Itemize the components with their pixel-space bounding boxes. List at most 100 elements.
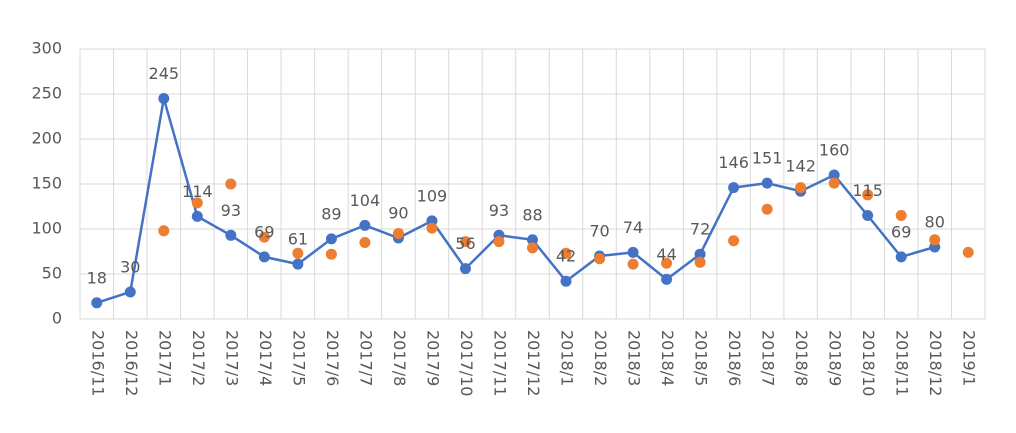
- data-label: 109: [417, 186, 448, 205]
- data-point: [761, 203, 773, 215]
- data-label: 70: [589, 222, 609, 241]
- data-point: [527, 242, 538, 254]
- data-label: 30: [120, 258, 140, 277]
- data-label: 80: [925, 213, 945, 232]
- data-point: [527, 234, 538, 246]
- x-tick-label: 2018/5: [692, 330, 711, 386]
- x-tick-label: 2017/12: [524, 330, 543, 396]
- x-tick-label: 2018/9: [826, 330, 845, 386]
- data-point: [359, 237, 371, 248]
- data-point: [459, 236, 471, 248]
- data-label: 142: [785, 157, 816, 176]
- data-point: [359, 219, 371, 231]
- data-point: [325, 233, 337, 245]
- data-point: [661, 273, 673, 285]
- data-label: 115: [852, 181, 883, 200]
- x-tick-label: 2018/8: [792, 330, 811, 386]
- y-tick-label: 50: [42, 264, 62, 283]
- data-point: [258, 251, 270, 263]
- x-tick-label: 2018/3: [625, 330, 644, 386]
- data-label: 88: [522, 205, 542, 224]
- data-label: 160: [819, 141, 850, 160]
- x-tick-label: 2018/1: [558, 330, 577, 386]
- data-point: [862, 210, 874, 221]
- y-tick-label: 300: [31, 39, 62, 58]
- data-point: [292, 258, 304, 270]
- data-point: [728, 235, 740, 247]
- x-tick-label: 2016/12: [122, 330, 141, 396]
- data-point: [392, 228, 404, 239]
- data-point: [828, 169, 840, 181]
- data-point: [627, 258, 639, 270]
- y-tick-label: 100: [31, 219, 62, 238]
- x-tick-label: 2017/1: [155, 330, 174, 386]
- data-point: [459, 263, 471, 275]
- data-label: 69: [254, 222, 274, 241]
- data-label: 69: [891, 222, 911, 241]
- data-point: [594, 253, 606, 265]
- data-point: [191, 197, 203, 209]
- data-label: 74: [623, 218, 643, 237]
- x-tick-label: 2019/1: [960, 330, 979, 386]
- x-tick-label: 2017/3: [222, 330, 241, 386]
- data-point: [627, 246, 639, 258]
- x-tick-label: 2017/10: [457, 330, 476, 396]
- data-point: [862, 189, 874, 201]
- data-label: 56: [455, 234, 475, 253]
- x-tick-label: 2017/6: [323, 330, 342, 386]
- x-tick-label: 2017/5: [289, 330, 308, 386]
- data-label: 44: [656, 245, 676, 264]
- x-tick-label: 2017/2: [189, 330, 208, 386]
- data-label: 151: [752, 149, 783, 168]
- x-tick-label: 2018/12: [926, 330, 945, 396]
- data-label: 104: [350, 191, 381, 210]
- data-point: [225, 178, 237, 190]
- data-point: [895, 251, 907, 263]
- data-label: 245: [149, 64, 180, 83]
- data-point: [661, 257, 673, 269]
- data-label: 72: [690, 220, 710, 239]
- data-point: [225, 229, 237, 241]
- data-point: [694, 248, 706, 260]
- y-tick-label: 200: [31, 129, 62, 148]
- data-point: [158, 93, 170, 104]
- data-point: [962, 246, 974, 258]
- x-tick-label: 2018/11: [893, 330, 912, 396]
- data-point: [91, 297, 103, 309]
- data-label: 146: [718, 153, 749, 172]
- data-point: [493, 236, 505, 248]
- y-tick-label: 150: [31, 174, 62, 193]
- x-tick-label: 2018/7: [759, 330, 778, 386]
- data-point: [828, 177, 840, 189]
- x-tick-label: 2017/7: [356, 330, 375, 386]
- data-point: [158, 225, 170, 237]
- data-point: [325, 248, 337, 260]
- x-tick-label: 2018/4: [658, 330, 677, 386]
- x-tick-label: 2018/6: [725, 330, 744, 386]
- data-label: 114: [182, 182, 213, 201]
- data-point: [191, 210, 203, 222]
- x-tick-label: 2017/11: [490, 330, 509, 396]
- x-tick-label: 2017/8: [390, 330, 409, 386]
- data-point: [929, 234, 941, 246]
- data-point: [560, 247, 572, 259]
- data-label: 61: [288, 230, 308, 249]
- series-line: [96, 98, 936, 304]
- data-point: [258, 231, 270, 243]
- data-point: [795, 182, 807, 194]
- data-label: 90: [388, 204, 408, 223]
- x-tick-label: 2018/10: [859, 330, 878, 396]
- data-point: [761, 177, 773, 189]
- data-label: 89: [321, 204, 341, 223]
- x-tick-label: 2018/2: [591, 330, 610, 386]
- data-point: [895, 210, 907, 221]
- data-label: 93: [221, 201, 241, 220]
- data-point: [124, 286, 136, 298]
- x-tick-label: 2017/4: [256, 330, 275, 386]
- data-point: [728, 182, 740, 194]
- y-tick-label: 250: [31, 84, 62, 103]
- x-tick-label: 2017/9: [423, 330, 442, 386]
- data-point: [694, 256, 706, 268]
- data-label: 18: [87, 268, 107, 287]
